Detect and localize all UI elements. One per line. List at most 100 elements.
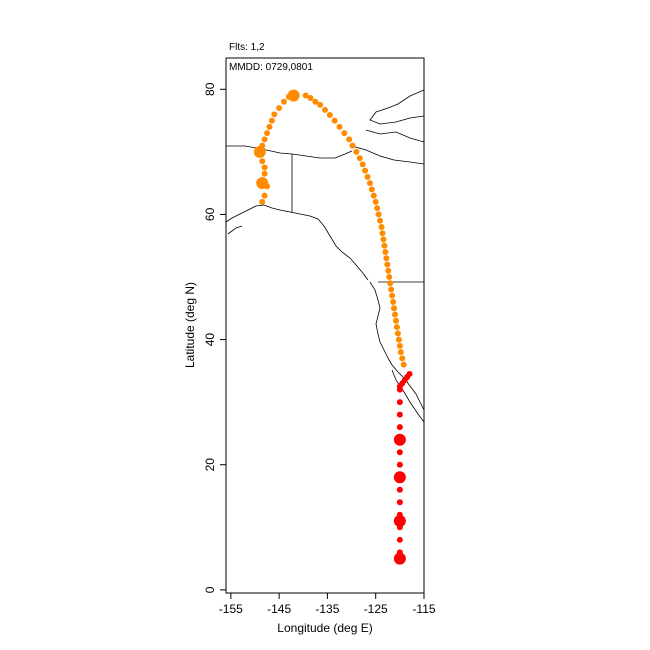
data-point	[261, 170, 268, 177]
data-point	[392, 317, 399, 324]
data-point	[264, 130, 271, 137]
coastline-aleutian	[227, 225, 243, 235]
data-point	[381, 242, 388, 249]
data-point	[346, 136, 353, 143]
data-point	[341, 130, 348, 137]
data-points	[253, 89, 413, 565]
coastline-arctic-islands-2	[365, 129, 424, 143]
x-tick-label: -115	[412, 602, 435, 616]
data-point	[317, 101, 324, 108]
data-cluster	[253, 145, 266, 158]
data-point	[379, 230, 386, 237]
data-point	[375, 211, 382, 218]
x-tick-label: -145	[267, 602, 291, 616]
data-point	[396, 486, 403, 493]
data-point	[386, 274, 393, 281]
data-point	[396, 386, 403, 393]
coastline-arctic-islands	[369, 89, 424, 125]
data-point	[395, 336, 402, 343]
data-point	[382, 248, 389, 255]
coastline-arctic-islands-3	[351, 145, 424, 165]
data-cluster	[393, 515, 406, 528]
data-point	[266, 123, 273, 130]
data-point	[393, 324, 400, 331]
data-point	[396, 424, 403, 431]
data-point	[366, 180, 373, 187]
data-point	[370, 192, 377, 199]
data-point	[378, 223, 385, 230]
coastline-baja	[391, 369, 424, 423]
data-cluster	[393, 471, 406, 484]
y-tick-label: 0	[203, 586, 217, 593]
data-point	[322, 106, 328, 113]
data-point	[268, 117, 275, 124]
data-cluster	[393, 552, 406, 565]
data-point	[331, 117, 338, 124]
map-background	[226, 89, 424, 423]
flights-annotation: Flts: 1,2	[229, 42, 265, 53]
data-point	[261, 192, 268, 199]
data-point	[377, 217, 384, 224]
data-point	[374, 205, 381, 212]
data-point	[394, 330, 401, 337]
series-2	[393, 370, 413, 565]
data-point	[261, 164, 268, 171]
data-point	[359, 161, 366, 168]
dates-annotation: MMDD: 0729,0801	[229, 62, 313, 73]
data-point	[387, 280, 394, 287]
data-point	[396, 536, 403, 543]
data-point	[364, 173, 371, 180]
data-point	[380, 236, 387, 243]
plot-frame	[225, 57, 425, 594]
data-cluster	[256, 177, 269, 190]
x-tick-label: -155	[219, 602, 243, 616]
data-point	[362, 167, 369, 174]
data-point	[388, 286, 395, 293]
x-axis-title: Longitude (deg E)	[277, 621, 372, 635]
data-point	[392, 311, 399, 318]
data-point	[280, 98, 287, 105]
data-point	[336, 123, 343, 130]
data-point	[390, 299, 397, 306]
coastline-alaska-north	[226, 145, 353, 159]
y-axis-title: Latitude (deg N)	[183, 282, 197, 368]
coastline-alaska-south	[226, 204, 369, 281]
y-tick-label: 60	[203, 207, 217, 221]
data-point	[276, 105, 283, 112]
x-tick-label: -135	[315, 602, 339, 616]
data-point	[302, 92, 309, 99]
data-cluster	[287, 89, 300, 102]
data-point	[396, 342, 403, 349]
data-point	[349, 142, 356, 149]
y-tick-label: 40	[203, 333, 217, 347]
data-cluster	[393, 433, 406, 446]
data-point	[353, 148, 360, 155]
data-point	[396, 461, 403, 468]
y-tick-label: 20	[203, 458, 217, 472]
data-point	[372, 198, 379, 205]
data-point	[271, 111, 278, 118]
data-point	[261, 136, 268, 143]
data-point	[396, 411, 403, 418]
data-point	[396, 499, 403, 506]
x-tick-label: -125	[364, 602, 388, 616]
data-point	[307, 95, 314, 102]
data-point	[396, 399, 403, 406]
data-point	[259, 158, 266, 165]
data-point	[312, 98, 319, 105]
data-point	[389, 292, 396, 299]
x-axis: -155 -145 -135 -125 -115	[219, 593, 436, 616]
data-point	[385, 267, 392, 274]
data-point	[259, 198, 266, 205]
data-point	[391, 305, 398, 312]
y-axis: 0 20 40 60 80	[203, 82, 226, 593]
data-point	[396, 449, 403, 456]
data-point	[326, 111, 333, 118]
data-point	[368, 186, 375, 193]
data-point	[397, 349, 404, 356]
data-point	[399, 355, 406, 362]
data-point	[383, 255, 390, 262]
data-point	[384, 261, 391, 268]
series-1	[253, 89, 407, 368]
